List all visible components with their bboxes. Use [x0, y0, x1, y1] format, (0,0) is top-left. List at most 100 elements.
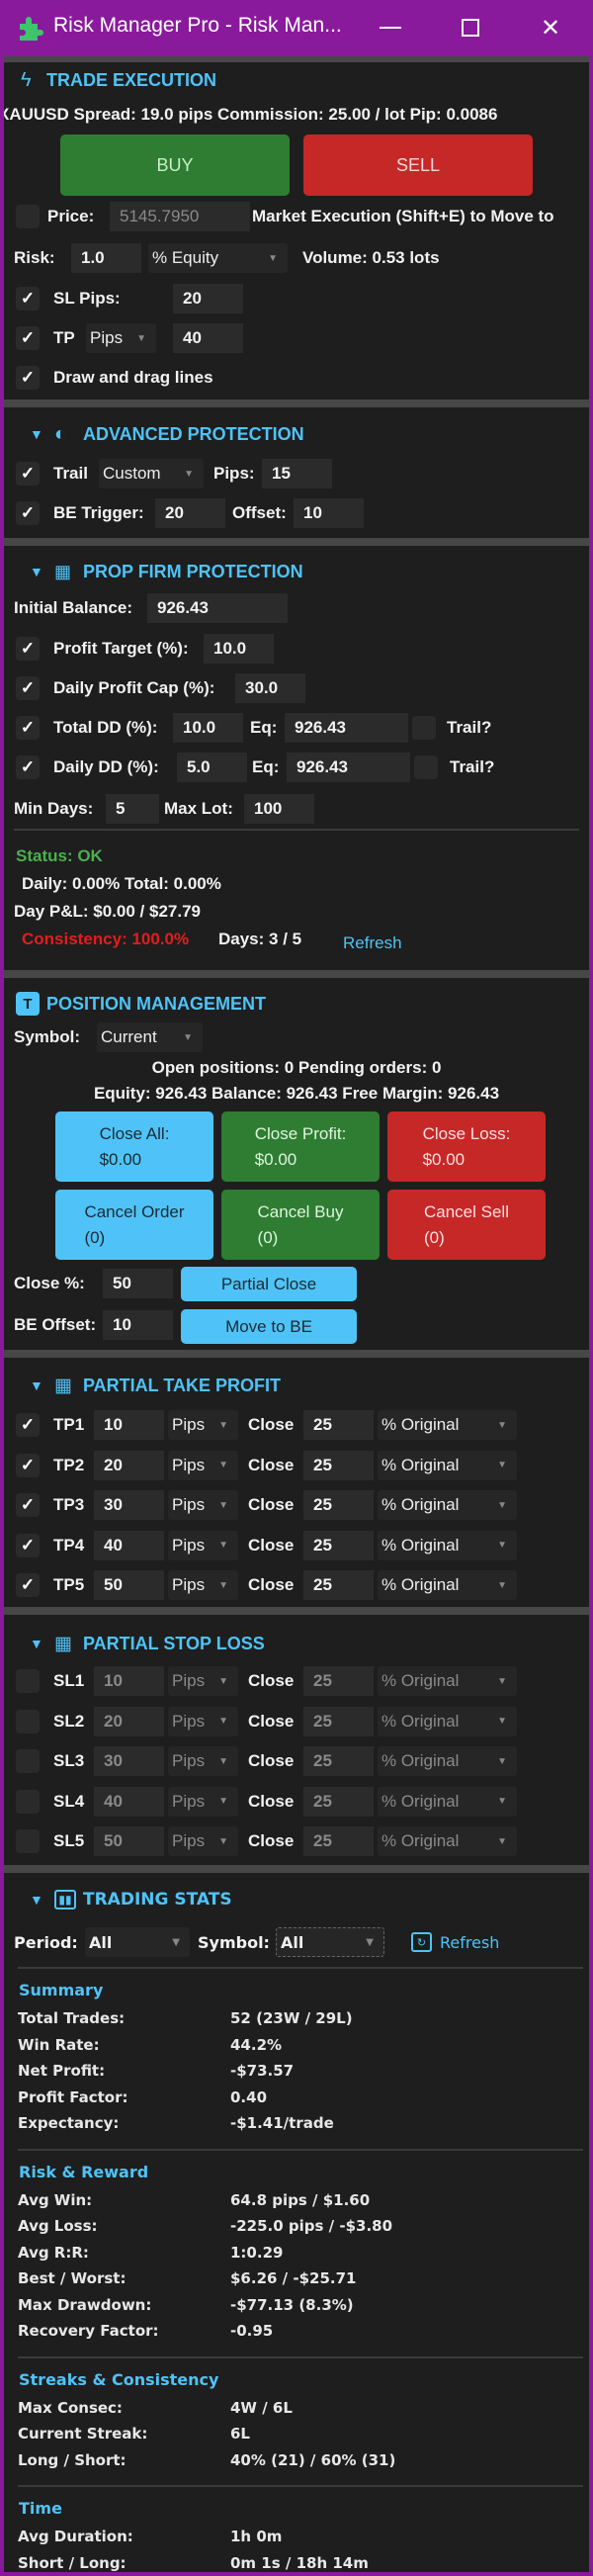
daily-dd-trail-checkbox[interactable]: [414, 755, 438, 779]
close-percent-input[interactable]: 50: [103, 1269, 173, 1298]
advanced-protection-header[interactable]: ▼ ◐ ADVANCED PROTECTION: [4, 417, 589, 451]
collapse-arrow-icon[interactable]: ▼: [30, 1892, 43, 1908]
close-mode-select[interactable]: % Original: [378, 1450, 517, 1480]
move-to-be-button[interactable]: Move to BE: [181, 1309, 357, 1344]
level-unit-select[interactable]: Pips: [168, 1450, 238, 1480]
close-mode-select[interactable]: % Original: [378, 1826, 517, 1856]
sl-level-checkbox[interactable]: [16, 1669, 40, 1693]
symbol-select[interactable]: Current: [97, 1022, 203, 1052]
level-value-input[interactable]: 30: [94, 1746, 164, 1776]
close-amount-input[interactable]: 25: [303, 1570, 374, 1600]
draw-lines-checkbox[interactable]: ✓: [16, 366, 40, 390]
trail-pips-input[interactable]: 15: [262, 459, 332, 489]
total-dd-equity-input[interactable]: 926.43: [285, 713, 408, 743]
level-unit-select[interactable]: Pips: [168, 1410, 238, 1440]
daily-profit-cap-input[interactable]: 30.0: [235, 673, 305, 703]
tp-level-checkbox[interactable]: ✓: [16, 1573, 40, 1597]
level-value-input[interactable]: 40: [94, 1530, 164, 1560]
close-amount-input[interactable]: 25: [303, 1530, 374, 1560]
tp-level-checkbox[interactable]: ✓: [16, 1533, 40, 1557]
buy-button[interactable]: BUY: [60, 134, 290, 196]
total-dd-input[interactable]: 10.0: [173, 713, 243, 743]
be-checkbox[interactable]: ✓: [16, 501, 40, 525]
be-offset-input[interactable]: 10: [103, 1310, 173, 1340]
profit-target-input[interactable]: 10.0: [204, 634, 274, 664]
partial-sl-header[interactable]: ▼ ▦ PARTIAL STOP LOSS: [4, 1627, 589, 1660]
risk-mode-select[interactable]: % Equity: [148, 243, 288, 273]
offset-input[interactable]: 10: [294, 498, 364, 528]
refresh-icon[interactable]: ↻: [411, 1932, 432, 1952]
close-amount-input[interactable]: 25: [303, 1450, 374, 1480]
cancel-buy-button[interactable]: Cancel Buy (0): [221, 1190, 380, 1260]
sl-level-checkbox[interactable]: [16, 1749, 40, 1773]
sl-level-checkbox[interactable]: [16, 1709, 40, 1733]
close-amount-input[interactable]: 25: [303, 1746, 374, 1776]
collapse-arrow-icon[interactable]: ▼: [30, 1636, 43, 1651]
tp-mode-select[interactable]: Pips: [86, 323, 156, 353]
sl-level-checkbox[interactable]: [16, 1789, 40, 1814]
partial-close-button[interactable]: Partial Close: [181, 1267, 357, 1301]
profit-target-checkbox[interactable]: ✓: [16, 637, 40, 661]
daily-profit-cap-checkbox[interactable]: ✓: [16, 676, 40, 700]
tp-level-checkbox[interactable]: ✓: [16, 1413, 40, 1437]
trail-mode-select[interactable]: Custom: [99, 459, 204, 489]
close-mode-select[interactable]: % Original: [378, 1530, 517, 1560]
maximize-button[interactable]: [451, 8, 490, 47]
close-mode-select[interactable]: % Original: [378, 1706, 517, 1736]
level-value-input[interactable]: 50: [94, 1826, 164, 1856]
total-dd-trail-checkbox[interactable]: [412, 716, 436, 740]
total-dd-checkbox[interactable]: ✓: [16, 716, 40, 740]
trading-stats-header[interactable]: ▼ ▮▮ TRADING STATS: [4, 1883, 589, 1916]
price-input[interactable]: 5145.7950: [110, 202, 250, 231]
collapse-arrow-icon[interactable]: ▼: [30, 564, 43, 579]
price-checkbox[interactable]: [16, 205, 40, 228]
close-mode-select[interactable]: % Original: [378, 1410, 517, 1440]
close-amount-input[interactable]: 25: [303, 1666, 374, 1696]
tp-level-checkbox[interactable]: ✓: [16, 1453, 40, 1477]
level-unit-select[interactable]: Pips: [168, 1530, 238, 1560]
level-value-input[interactable]: 10: [94, 1666, 164, 1696]
close-profit-button[interactable]: Close Profit: $0.00: [221, 1111, 380, 1182]
min-days-input[interactable]: 5: [106, 794, 159, 824]
be-trigger-input[interactable]: 20: [155, 498, 225, 528]
close-mode-select[interactable]: % Original: [378, 1490, 517, 1520]
level-unit-select[interactable]: Pips: [168, 1746, 238, 1776]
level-value-input[interactable]: 50: [94, 1570, 164, 1600]
close-amount-input[interactable]: 25: [303, 1826, 374, 1856]
sell-button[interactable]: SELL: [303, 134, 533, 196]
trail-checkbox[interactable]: ✓: [16, 462, 40, 486]
close-mode-select[interactable]: % Original: [378, 1666, 517, 1696]
close-amount-input[interactable]: 25: [303, 1410, 374, 1440]
level-unit-select[interactable]: Pips: [168, 1786, 238, 1817]
close-amount-input[interactable]: 25: [303, 1490, 374, 1520]
max-lot-input[interactable]: 100: [244, 794, 314, 824]
level-unit-select[interactable]: Pips: [168, 1666, 238, 1696]
sl-checkbox[interactable]: ✓: [16, 287, 40, 311]
cancel-sell-button[interactable]: Cancel Sell (0): [387, 1190, 546, 1260]
sl-level-checkbox[interactable]: [16, 1829, 40, 1853]
close-button[interactable]: ✕: [531, 8, 570, 47]
level-unit-select[interactable]: Pips: [168, 1706, 238, 1736]
minimize-button[interactable]: [371, 8, 410, 47]
cancel-order-button[interactable]: Cancel Order (0): [55, 1190, 213, 1260]
level-value-input[interactable]: 20: [94, 1706, 164, 1736]
level-value-input[interactable]: 40: [94, 1786, 164, 1817]
daily-dd-checkbox[interactable]: ✓: [16, 755, 40, 779]
collapse-arrow-icon[interactable]: ▼: [30, 426, 43, 442]
level-unit-select[interactable]: Pips: [168, 1826, 238, 1856]
partial-tp-header[interactable]: ▼ ▦ PARTIAL TAKE PROFIT: [4, 1369, 589, 1402]
initial-balance-input[interactable]: 926.43: [147, 593, 288, 623]
close-amount-input[interactable]: 25: [303, 1786, 374, 1817]
refresh-link[interactable]: Refresh: [343, 933, 402, 952]
prop-firm-header[interactable]: ▼ ▦ PROP FIRM PROTECTION: [4, 555, 589, 588]
level-value-input[interactable]: 20: [94, 1450, 164, 1480]
daily-dd-input[interactable]: 5.0: [177, 753, 247, 782]
level-value-input[interactable]: 30: [94, 1490, 164, 1520]
close-loss-button[interactable]: Close Loss: $0.00: [387, 1111, 546, 1182]
tp-checkbox[interactable]: ✓: [16, 326, 40, 350]
tp-input[interactable]: 40: [173, 323, 243, 353]
stats-refresh-link[interactable]: Refresh: [440, 1932, 500, 1952]
tp-level-checkbox[interactable]: ✓: [16, 1493, 40, 1517]
close-all-button[interactable]: Close All: $0.00: [55, 1111, 213, 1182]
level-value-input[interactable]: 10: [94, 1410, 164, 1440]
